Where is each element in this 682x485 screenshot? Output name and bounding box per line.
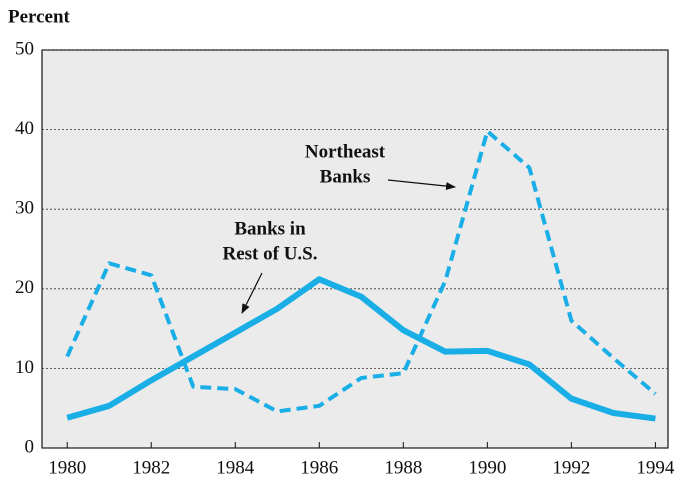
annotation: Banks in [234,218,306,239]
y-tick-label: 0 [25,436,35,457]
y-tick-label: 20 [15,277,34,298]
y-tick-label: 40 [15,118,34,139]
x-tick-label: 1980 [48,457,86,478]
x-tick-label: 1990 [468,457,506,478]
x-tick-label: 1988 [384,457,422,478]
annotation: Banks [320,166,371,187]
line-series [66,276,656,422]
y-tick-label: 10 [15,357,34,378]
annotation-arrow [387,179,456,191]
y-tick-label: 30 [15,198,34,219]
annotation-arrow [241,272,263,314]
y-axis-label: Percent [8,6,71,27]
x-tick-label: 1992 [552,457,590,478]
x-tick-label: 1982 [132,457,170,478]
annotation: Rest of U.S. [223,243,318,264]
y-tick-label: 50 [15,38,34,59]
x-tick-label: 1986 [300,457,338,478]
line-series [65,129,657,414]
annotation: Northeast [305,141,386,162]
x-tick-label: 1984 [216,457,255,478]
x-tick-label: 1994 [636,457,675,478]
